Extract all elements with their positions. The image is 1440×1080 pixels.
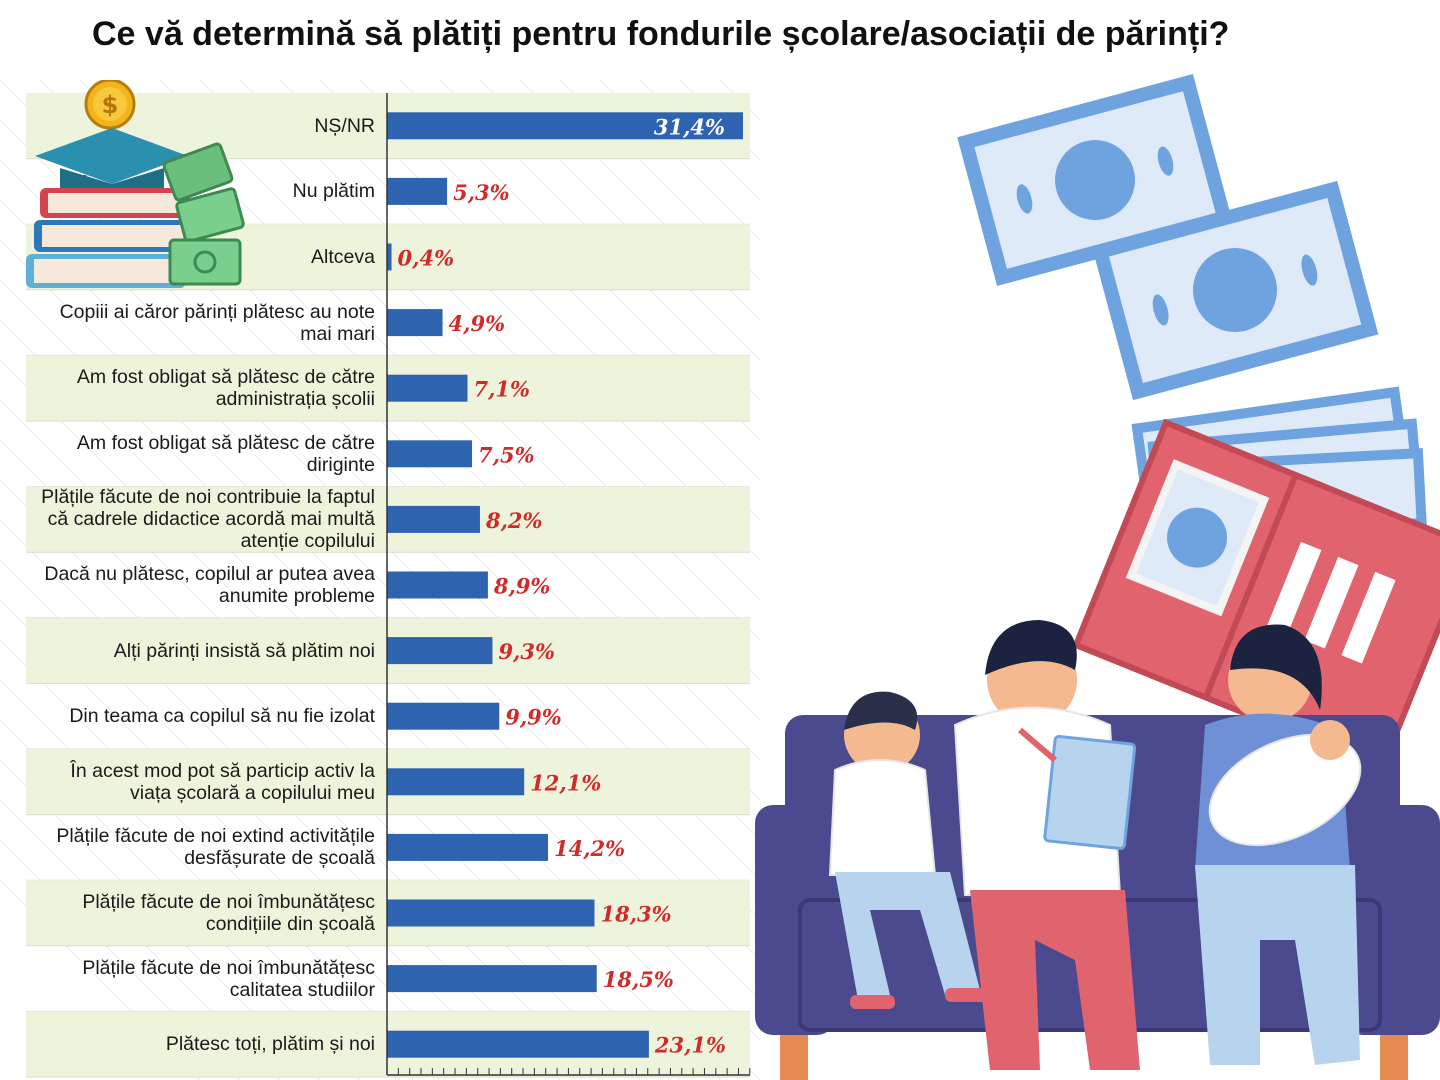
category-label: Plățile făcute de noi îmbunătățesc condi… — [82, 890, 375, 935]
category-label: Plățile făcute de noi extind activitățil… — [56, 825, 375, 870]
bar — [387, 440, 473, 468]
bar — [387, 637, 493, 665]
category-label: Plățile făcute de noi îmbunătățesc calit… — [82, 956, 375, 1001]
svg-text:$: $ — [102, 91, 119, 119]
value-label: 0,4% — [398, 246, 455, 271]
value-label: 31,4% — [654, 114, 725, 139]
value-label: 7,5% — [478, 442, 535, 467]
books-coin-icon: $ — [26, 80, 245, 288]
value-label: 5,3% — [453, 180, 510, 205]
bar — [387, 768, 525, 796]
category-label: Plățile făcute de noi contribuie la fapt… — [41, 486, 375, 553]
category-label: Altceva — [311, 245, 375, 268]
value-label: 7,1% — [473, 377, 530, 402]
value-label: 14,2% — [554, 836, 625, 861]
bar — [387, 177, 448, 205]
category-label: Din teama ca copilul să nu fie izolat — [69, 705, 375, 728]
value-label: 23,1% — [654, 1033, 726, 1058]
category-label: Nu plătim — [292, 180, 375, 203]
wallet-icon — [1072, 418, 1440, 773]
chart-title: Ce vă determină să plătiți pentru fondur… — [92, 15, 1230, 53]
category-label: Dacă nu plătesc, copilul ar putea avea a… — [44, 562, 375, 607]
category-label: În acest mod pot să particip activ la vi… — [70, 759, 375, 804]
bar — [387, 374, 468, 402]
value-label: 8,9% — [493, 574, 551, 599]
father-figure-icon — [953, 620, 1140, 1070]
bar — [387, 243, 392, 271]
bar — [387, 571, 488, 599]
mother-figure-icon — [1195, 624, 1362, 1065]
bar — [387, 899, 595, 927]
bar — [387, 309, 443, 337]
boy-figure-icon — [828, 691, 990, 1009]
bar — [387, 833, 548, 861]
category-label: Am fost obligat să plătesc de către diri… — [76, 431, 375, 476]
category-label: Am fost obligat să plătesc de către admi… — [76, 366, 375, 411]
bar — [387, 1030, 649, 1058]
value-label: 8,2% — [485, 508, 543, 533]
category-label: Alți părinți insistă să plătim noi — [113, 639, 375, 662]
value-label: 4,9% — [449, 311, 506, 336]
value-label: 9,3% — [498, 639, 555, 664]
family-money-illustration — [755, 74, 1440, 1080]
bar — [387, 505, 480, 533]
value-label: 18,5% — [603, 967, 674, 992]
bar — [387, 965, 597, 993]
category-label: Copiii ai căror părinți plătesc au note … — [59, 300, 375, 345]
bar — [387, 112, 743, 140]
value-label: 12,1% — [530, 770, 601, 795]
value-label: 18,3% — [600, 902, 671, 927]
category-label: NȘ/NR — [314, 114, 375, 137]
category-label: Plătesc toți, plătim și noi — [165, 1033, 375, 1056]
bar — [387, 702, 500, 730]
money-bill-icon — [1091, 180, 1379, 401]
value-label: 9,9% — [505, 705, 562, 730]
